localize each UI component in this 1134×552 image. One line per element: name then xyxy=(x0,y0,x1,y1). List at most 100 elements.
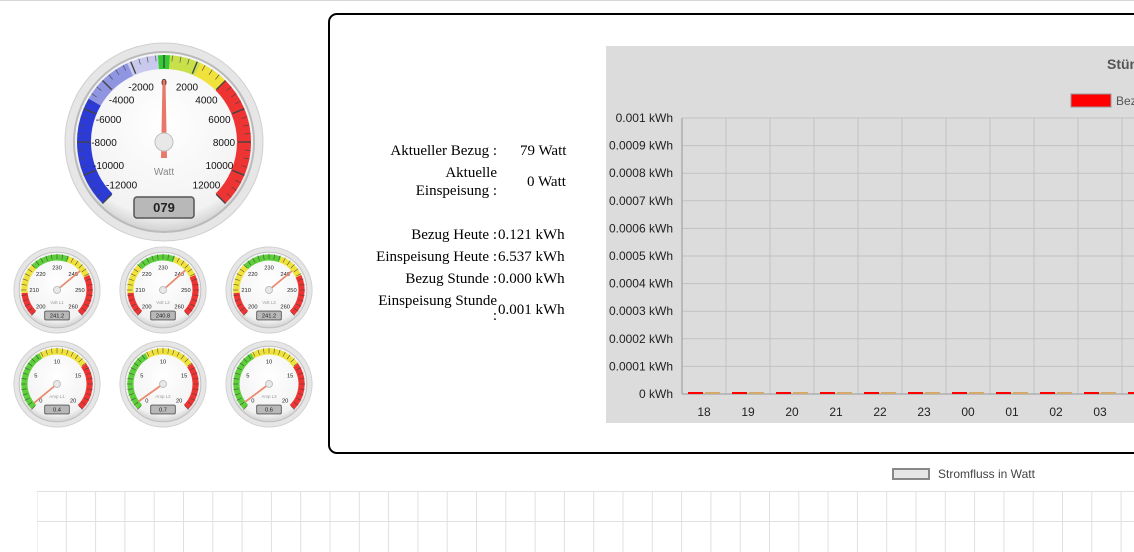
small-gauge-tick xyxy=(180,260,185,266)
small-gauge-tick xyxy=(243,264,248,269)
gauge-tick xyxy=(244,133,251,135)
gauge-tick xyxy=(232,108,245,115)
small-gauge-tick-label: 210 xyxy=(29,288,39,294)
small-gauge-tick xyxy=(273,348,275,354)
chart-legend-label: Bez xyxy=(1116,94,1134,108)
small-gauge-tick-label: 200 xyxy=(142,304,152,310)
small-gauge-tick xyxy=(133,401,139,406)
small-gauge-tick xyxy=(137,358,142,363)
small-gauge-tick-label: 230 xyxy=(264,265,274,271)
small-gauge-tick xyxy=(87,388,93,390)
small-gauge-tick xyxy=(293,362,299,367)
small-gauge-tick xyxy=(286,354,291,360)
small-gauge-tick xyxy=(24,397,30,401)
gauge-tick xyxy=(232,169,245,176)
small-gauge-tick xyxy=(78,405,83,410)
power-gauge: -12000-10000-8000-6000-4000-200002000400… xyxy=(64,42,264,242)
small-gauge-tick xyxy=(70,257,74,263)
small-gauge-tick xyxy=(247,260,252,266)
chart-bar xyxy=(688,392,703,394)
small-gauge-tick xyxy=(127,378,133,380)
small-gauge-tick xyxy=(81,362,87,367)
small-gauge-tick xyxy=(263,254,265,260)
chart-title: Stün xyxy=(1107,56,1134,72)
small-gauge-tick xyxy=(233,378,239,380)
chart-legend-swatch xyxy=(1070,93,1112,108)
small-gauge-value-box xyxy=(44,404,70,415)
small-gauge-band xyxy=(21,292,37,316)
small-gauge-tick xyxy=(236,397,242,401)
small-gauge-tick xyxy=(127,388,133,390)
gauge-unit-label: Watt xyxy=(154,167,174,178)
small-gauge-tick xyxy=(66,255,69,261)
small-gauge-tick xyxy=(172,255,175,261)
gauge-tick xyxy=(243,124,250,127)
small-gauge-value: 241.2 xyxy=(262,314,276,320)
small-gauge-tick xyxy=(233,294,239,296)
chart-ytick-label: 0 kWh xyxy=(639,387,673,401)
small-gauge-tick xyxy=(157,254,159,260)
small-gauge-tick xyxy=(290,264,295,269)
gauge-color-band xyxy=(127,55,160,76)
small-gauge-band xyxy=(127,353,149,410)
hourly-chart: Stün Bez 0 kWh 0.0001 kWh 0.0002 kWh 0.0003 k… xyxy=(606,46,1134,423)
small-gauge-tick xyxy=(61,348,63,354)
small-gauge-tick xyxy=(35,354,40,360)
small-gauge-tick-label: 210 xyxy=(241,288,251,294)
small-gauge-tick-label: 260 xyxy=(280,304,290,310)
amp-gauge-l2: 0 5 10 15 20 Amp L2 0.7 xyxy=(119,340,207,428)
bezug-stunde-value: 0.000 kWh xyxy=(498,271,565,287)
small-gauge-tick xyxy=(61,254,63,260)
chart-bar xyxy=(881,392,896,394)
small-gauge-tick xyxy=(190,397,196,401)
small-gauge-tick xyxy=(190,303,196,307)
gauge-tick xyxy=(91,93,97,98)
gauge-value-text: 079 xyxy=(153,200,175,215)
small-gauge-tick xyxy=(184,311,189,316)
hourly-chart-plot: Stün Bez 0 kWh 0.0001 kWh 0.0002 kWh 0.0003 k… xyxy=(609,56,1134,419)
small-gauge-tick xyxy=(141,354,146,360)
small-gauge-tick xyxy=(247,354,252,360)
small-gauge-tick xyxy=(130,273,136,277)
small-gauge-band xyxy=(243,254,282,270)
einspeisung-value: 0 Watt xyxy=(527,174,566,190)
gauge-tick xyxy=(201,65,206,71)
small-gauge-tick xyxy=(24,367,30,371)
einspeisung-heute-label: Einspeisung Heute : xyxy=(376,249,497,265)
chart-bar xyxy=(837,392,852,394)
chart-xtick-label: 23 xyxy=(917,405,931,419)
einspeisung-heute-value: 6.537 kWh xyxy=(498,249,565,265)
small-gauge-band xyxy=(39,348,87,368)
small-gauge-tick xyxy=(128,278,134,281)
gauge-color-band xyxy=(77,98,113,204)
small-gauge-band xyxy=(31,254,70,270)
energy-panel: Aktueller Bezug : 79 Watt Aktuelle Einsp… xyxy=(328,13,1134,454)
small-gauge-tick xyxy=(257,349,260,355)
small-gauge-tick-label: 200 xyxy=(248,304,258,310)
small-gauge-tick xyxy=(192,372,198,375)
small-gauge-tick xyxy=(184,264,189,269)
gauge-tick xyxy=(101,79,113,91)
small-gauge-tick xyxy=(141,260,146,266)
gauge-tick xyxy=(241,165,248,168)
einspeisung-stunde-label-line2: : xyxy=(492,308,497,324)
gauge-tick xyxy=(78,124,85,127)
small-gauge-tick xyxy=(243,358,248,363)
gauge-tick xyxy=(187,58,190,65)
small-gauge-tick-label: 230 xyxy=(52,265,62,271)
small-gauge-tick xyxy=(298,299,304,302)
gauge-tick xyxy=(226,193,232,198)
small-gauge-tick xyxy=(187,362,193,367)
small-gauge-tick xyxy=(299,378,305,380)
small-gauge-tick xyxy=(193,388,199,390)
small-gauge-tick-label: 20 xyxy=(70,398,76,404)
small-gauge-tick xyxy=(24,303,30,307)
small-gauge-tick xyxy=(21,284,27,286)
small-gauge-tick-label: 20 xyxy=(176,398,182,404)
small-gauge-tick-label: 10 xyxy=(160,359,166,365)
chart-bar xyxy=(864,392,879,394)
small-gauge-tick xyxy=(133,268,139,273)
small-gauge-band xyxy=(137,254,176,270)
gauge-tick-label: -10000 xyxy=(93,161,125,172)
gauge-tick xyxy=(78,157,85,160)
